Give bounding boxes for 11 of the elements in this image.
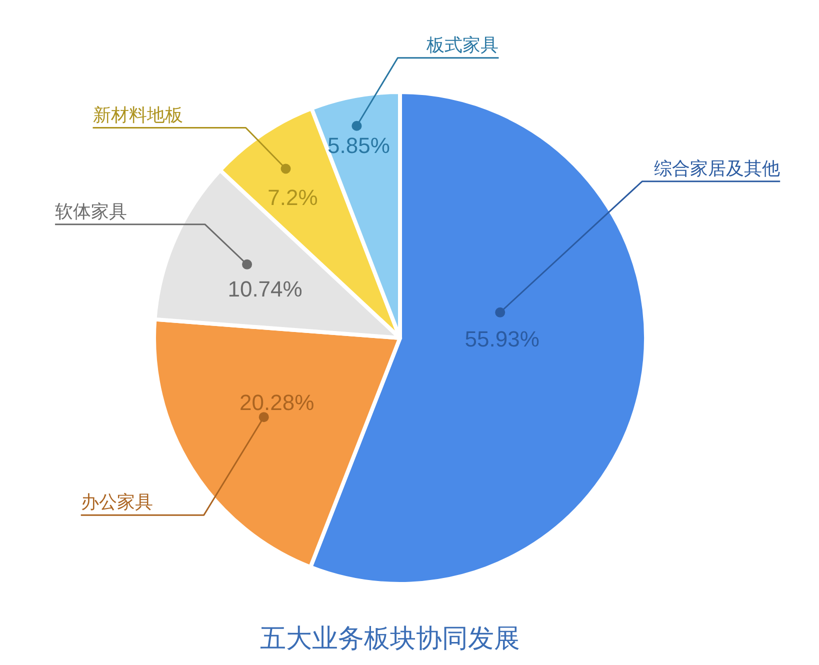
data-label: 20.28% <box>240 390 314 416</box>
slice-label: 板式家具 <box>426 34 499 55</box>
text: 五大业务板块协同发展 <box>260 623 520 653</box>
data-label: 10.74% <box>228 276 302 302</box>
slice-label: 软体家具 <box>55 201 128 222</box>
data-label: 55.93% <box>464 326 540 352</box>
data-label: 7.2% <box>268 184 318 210</box>
slice-label: 办公家具 <box>80 492 153 512</box>
slice-label: 新材料地板 <box>92 104 183 125</box>
slice-label: 综合家居及其他 <box>654 158 780 178</box>
data-label: 5.85% <box>328 132 390 158</box>
